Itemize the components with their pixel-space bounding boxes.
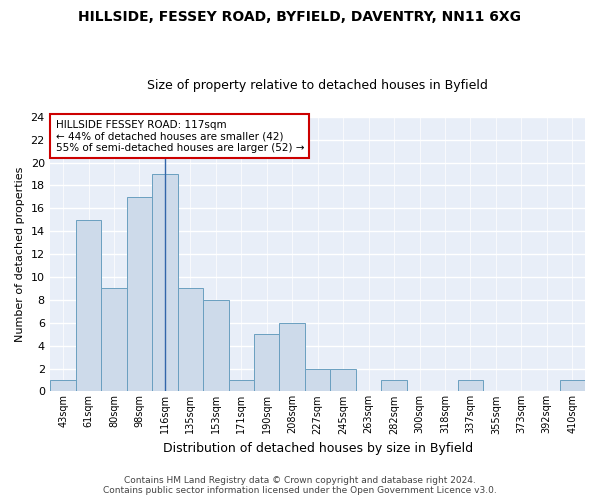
Bar	[178, 288, 203, 392]
X-axis label: Distribution of detached houses by size in Byfield: Distribution of detached houses by size …	[163, 442, 473, 455]
Bar	[331, 368, 356, 392]
Text: Contains HM Land Registry data © Crown copyright and database right 2024.
Contai: Contains HM Land Registry data © Crown c…	[103, 476, 497, 495]
Bar	[458, 380, 483, 392]
Text: HILLSIDE FESSEY ROAD: 117sqm
← 44% of detached houses are smaller (42)
55% of se: HILLSIDE FESSEY ROAD: 117sqm ← 44% of de…	[56, 120, 304, 152]
Bar	[254, 334, 280, 392]
Bar	[50, 380, 76, 392]
Bar	[76, 220, 101, 392]
Bar	[229, 380, 254, 392]
Bar	[127, 197, 152, 392]
Bar	[101, 288, 127, 392]
Bar	[560, 380, 585, 392]
Text: HILLSIDE, FESSEY ROAD, BYFIELD, DAVENTRY, NN11 6XG: HILLSIDE, FESSEY ROAD, BYFIELD, DAVENTRY…	[79, 10, 521, 24]
Bar	[305, 368, 331, 392]
Bar	[152, 174, 178, 392]
Bar	[280, 322, 305, 392]
Bar	[382, 380, 407, 392]
Y-axis label: Number of detached properties: Number of detached properties	[15, 166, 25, 342]
Bar	[203, 300, 229, 392]
Title: Size of property relative to detached houses in Byfield: Size of property relative to detached ho…	[147, 79, 488, 92]
